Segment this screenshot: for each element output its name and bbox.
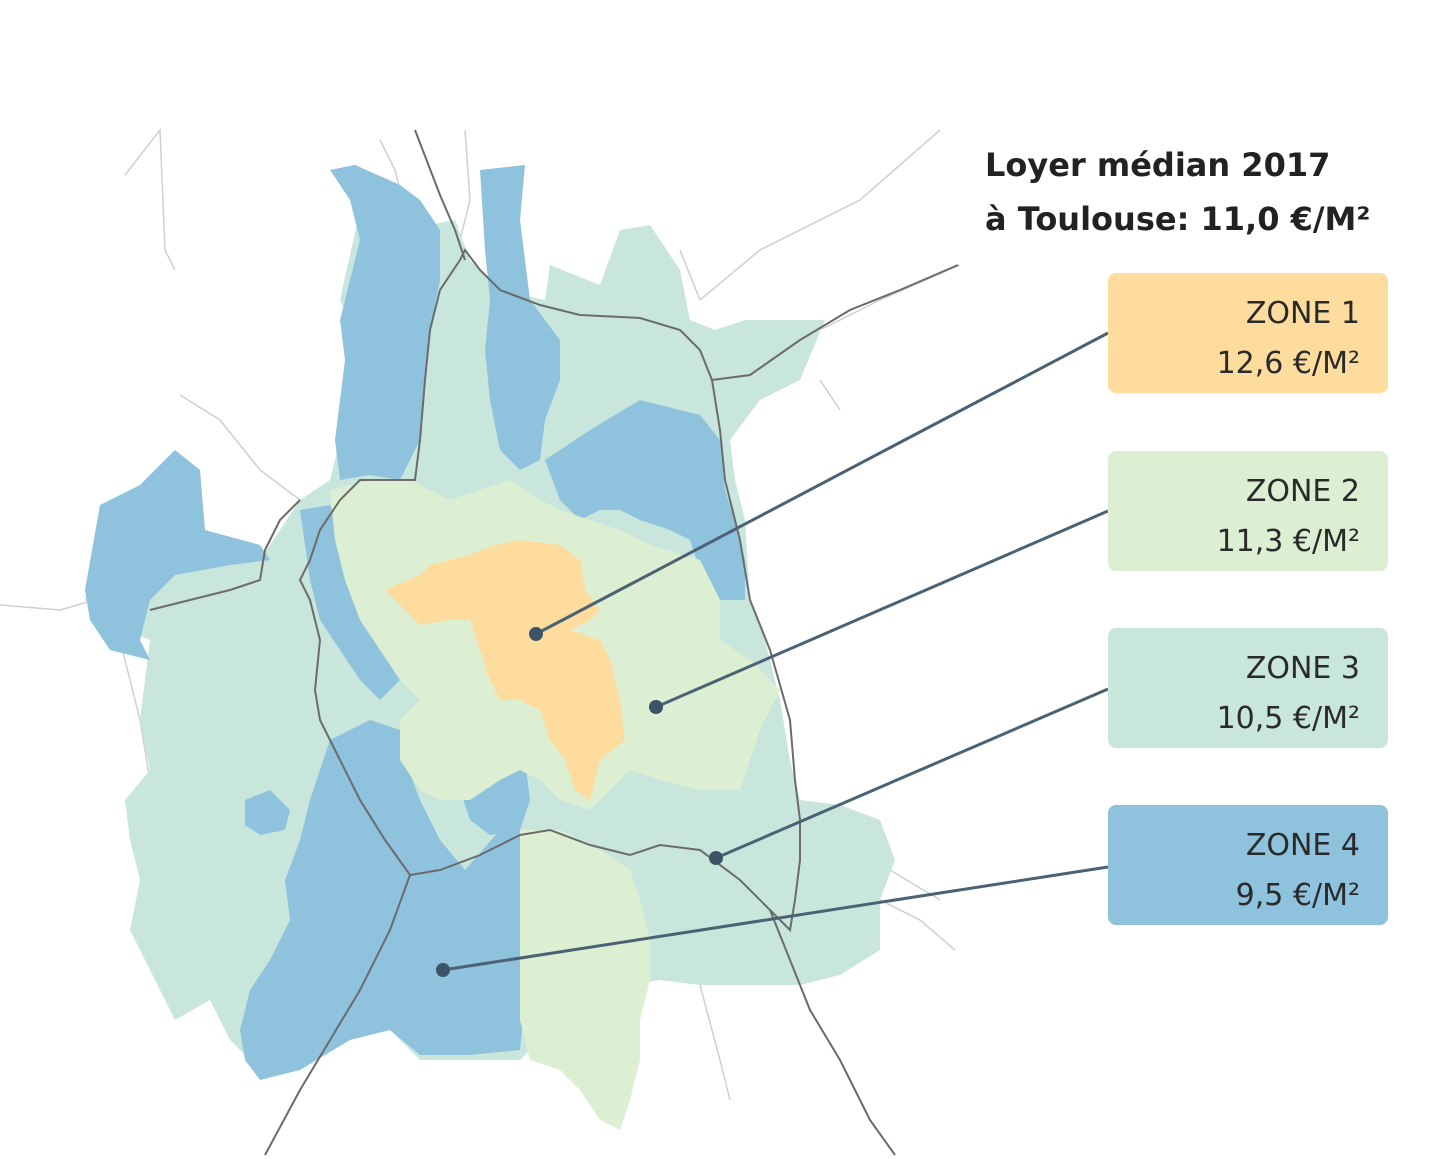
- highway-south: [769, 909, 896, 1156]
- marker-zone-3: [709, 851, 723, 865]
- zone-4-area-southwest: [245, 790, 290, 835]
- marker-zone-1: [529, 627, 543, 641]
- zone-4-area-north: [330, 165, 440, 480]
- zone-1-label: ZONE 1: [1245, 296, 1360, 331]
- title-line-1: Loyer médian 2017: [985, 146, 1331, 184]
- marker-zone-4: [436, 963, 450, 977]
- zone-2-label: ZONE 2: [1245, 474, 1360, 509]
- highway-northeast: [711, 264, 959, 381]
- zone-3-label: ZONE 3: [1245, 651, 1360, 686]
- legend-zone-2: ZONE 2 11,3 €/M²: [1108, 451, 1388, 571]
- legend-zone-1: ZONE 1 12,6 €/M²: [1108, 273, 1388, 393]
- ring-road: [298, 248, 801, 933]
- marker-zone-2: [649, 700, 663, 714]
- highway-southwest: [264, 874, 411, 1156]
- legend-zone-3: ZONE 3 10,5 €/M²: [1108, 628, 1388, 748]
- zone-4-value: 9,5 €/M²: [1235, 878, 1360, 913]
- leader-lines: [442, 331, 1109, 972]
- highway-north: [414, 129, 466, 261]
- zone-3-value: 10,5 €/M²: [1216, 701, 1360, 736]
- highway-west: [149, 499, 301, 611]
- zone-4-area-south: [240, 720, 525, 1080]
- zone-2-area-south: [520, 830, 650, 1130]
- title-line-2: à Toulouse: 11,0 €/M²: [985, 200, 1371, 238]
- zone-4-area-north-2: [480, 165, 560, 470]
- zone-markers: [436, 627, 723, 977]
- zone-1-area: [385, 540, 625, 800]
- zone-4-area-west: [85, 450, 270, 660]
- legend-zone-4: ZONE 4 9,5 €/M²: [1108, 805, 1388, 925]
- leader-line-zone-4: [442, 865, 1109, 972]
- major-roads: [149, 129, 959, 1156]
- leader-line-zone-1: [535, 331, 1109, 636]
- zone-1-value: 12,6 €/M²: [1216, 346, 1360, 381]
- leader-line-zone-2: [655, 509, 1109, 709]
- zone-4-label: ZONE 4: [1245, 828, 1360, 863]
- map-title: Loyer médian 2017 à Toulouse: 11,0 €/M²: [985, 138, 1425, 246]
- leader-line-zone-3: [715, 687, 1109, 860]
- zone-areas: [85, 165, 895, 1130]
- zone-2-value: 11,3 €/M²: [1216, 524, 1360, 559]
